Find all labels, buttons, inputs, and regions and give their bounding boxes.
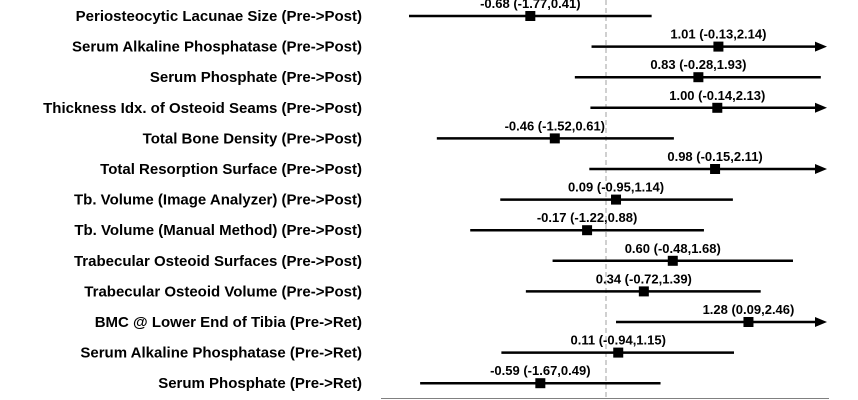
row-label: Trabecular Osteoid Surfaces (Pre->Post) [74,253,362,270]
ci-arrow [815,102,827,113]
estimate-marker [667,255,678,266]
row-label: Total Resorption Surface (Pre->Post) [100,161,362,178]
ci-arrow [815,164,827,174]
estimate-marker [638,286,649,297]
estimate-label: 1.00 (-0.14,2.13) [669,88,765,103]
estimate-marker [712,102,723,113]
estimate-label: 0.34 (-0.72,1.39) [596,271,692,286]
ci-arrow [815,41,827,52]
row-label: Serum Alkaline Phosphatase (Pre->Ret) [80,345,362,362]
row-label: BMC @ Lower End of Tibia (Pre->Ret) [95,314,362,331]
estimate-marker [693,72,704,83]
estimate-marker [713,41,724,52]
row-label: Thickness Idx. of Osteoid Seams (Pre->Po… [43,100,362,117]
row-label: Total Bone Density (Pre->Post) [143,130,362,147]
estimate-marker [710,164,721,174]
estimate-marker [613,347,624,358]
row-label: Trabecular Osteoid Volume (Pre->Post) [84,283,362,300]
estimate-label: -0.17 (-1.22,0.88) [537,210,637,225]
estimate-label: 0.83 (-0.28,1.93) [650,57,746,72]
ci-arrow [815,317,827,327]
row-label: Tb. Volume (Image Analyzer) (Pre->Post) [74,192,362,209]
row-label: Periosteocytic Lacunae Size (Pre->Post) [76,8,362,25]
estimate-label: 1.01 (-0.13,2.14) [670,27,766,42]
estimate-marker [611,194,622,205]
estimate-label: 1.28 (0.09,2.46) [703,302,795,317]
row-label: Serum Phosphate (Pre->Post) [150,69,362,86]
estimate-label: 0.98 (-0.15,2.11) [667,149,762,164]
estimate-marker [549,133,560,144]
estimate-label: -0.46 (-1.52,0.61) [505,118,605,133]
plot-area: Periosteocytic Lacunae Size (Pre->Post) -… [43,0,829,400]
estimate-marker [525,11,536,21]
estimate-label: 0.60 (-0.48,1.68) [625,241,721,256]
row-label: Tb. Volume (Manual Method) (Pre->Post) [74,222,362,239]
estimate-label: -0.68 (-1.77,0.41) [480,0,580,11]
row-label: Serum Phosphate (Pre->Ret) [158,375,362,392]
estimate-marker [535,378,546,389]
estimate-label: 0.11 (-0.94,1.15) [571,333,666,348]
row-label: Serum Alkaline Phosphatase (Pre->Post) [72,39,362,56]
estimate-marker [582,225,593,236]
estimate-label: 0.09 (-0.95,1.14) [568,180,664,195]
estimate-marker [743,317,754,327]
estimate-label: -0.59 (-1.67,0.49) [490,363,590,378]
